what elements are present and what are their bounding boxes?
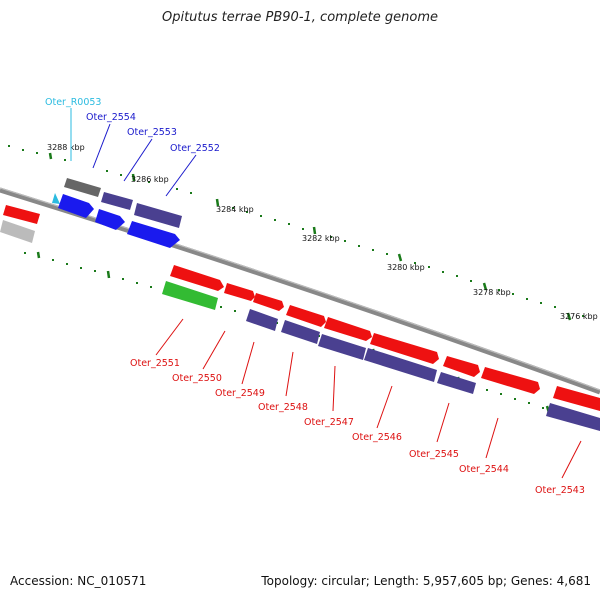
gene-arrow-2546-minus[interactable] (364, 348, 437, 382)
gene-arrow-2553-minus[interactable] (95, 209, 125, 230)
minus-strand-genes (0, 194, 600, 431)
gene-arrow-2543[interactable] (553, 386, 600, 411)
gene-label-2550[interactable]: Oter_2550 (172, 373, 222, 384)
tick-label-3276: 3276 kbp (560, 312, 598, 321)
tick-label-3286: 3286 kbp (131, 175, 169, 184)
gene-arrow-2548[interactable] (286, 305, 326, 327)
gene-arrow-left-grey[interactable] (0, 220, 35, 243)
gene-label-2548[interactable]: Oter_2548 (258, 402, 308, 413)
gene-label-2549[interactable]: Oter_2549 (215, 388, 265, 399)
tick-label-3282: 3282 kbp (302, 234, 340, 243)
gene-arrow-2549[interactable] (253, 293, 284, 311)
gene-label-2546[interactable]: Oter_2546 (352, 432, 402, 443)
gene-arrow-2552-minus[interactable] (127, 221, 180, 248)
gene-arrow-2552[interactable] (134, 203, 182, 228)
gene-arrow-2544[interactable] (481, 367, 540, 394)
tick-label-3278: 3278 kbp (473, 288, 511, 297)
gene-label-2552[interactable]: Oter_2552 (170, 143, 220, 154)
gene-arrow-2550[interactable] (224, 283, 255, 301)
label-leaders-bottom (155, 318, 582, 479)
rna-marker-R0053[interactable] (52, 193, 60, 204)
plus-strand-genes (3, 178, 600, 411)
label-leaders-top (70, 108, 197, 197)
gene-arrow-2549-minus[interactable] (246, 309, 278, 331)
gene-arrow-2554[interactable] (64, 178, 101, 197)
gene-arrow-2551-minus[interactable] (162, 281, 218, 310)
major-ticks (48, 152, 572, 321)
gene-arrow-2548-minus[interactable] (281, 320, 320, 344)
gene-arrow-2546[interactable] (370, 333, 439, 364)
gene-label-2544[interactable]: Oter_2544 (459, 464, 509, 475)
topology-text: Topology: circular; Length: 5,957,605 bp… (261, 574, 591, 588)
gene-label-R0053[interactable]: Oter_R0053 (45, 97, 101, 108)
gene-arrow-2551[interactable] (170, 265, 224, 291)
gene-arrow-2554-minus[interactable] (58, 194, 94, 218)
gene-label-2551[interactable]: Oter_2551 (130, 358, 180, 369)
gene-arrow-2547-minus[interactable] (318, 334, 366, 360)
tick-label-3284: 3284 kbp (216, 205, 254, 214)
gene-arrow-2553[interactable] (101, 192, 133, 210)
outer-tick-track (8, 145, 584, 317)
tick-label-3288: 3288 kbp (47, 143, 85, 152)
gene-label-2545[interactable]: Oter_2545 (409, 449, 459, 460)
gene-arrow-2543-minus[interactable] (546, 403, 600, 431)
gene-label-2547[interactable]: Oter_2547 (304, 417, 354, 428)
gene-arrow-2547[interactable] (324, 317, 372, 341)
gene-arrow-left-red[interactable] (3, 205, 40, 224)
accession-text: Accession: NC_010571 (10, 574, 147, 588)
gene-label-2543[interactable]: Oter_2543 (535, 485, 585, 496)
gene-label-2553[interactable]: Oter_2553 (127, 127, 177, 138)
tick-labels: 3288 kbp 3286 kbp 3284 kbp 3282 kbp 3280… (47, 143, 598, 321)
gene-label-2554[interactable]: Oter_2554 (86, 112, 136, 123)
genome-title: Opitutus terrae PB90-1, complete genome (161, 10, 439, 25)
tick-label-3280: 3280 kbp (387, 263, 425, 272)
gene-arrow-2545[interactable] (443, 356, 480, 377)
gene-arrow-2545-minus[interactable] (437, 372, 476, 394)
